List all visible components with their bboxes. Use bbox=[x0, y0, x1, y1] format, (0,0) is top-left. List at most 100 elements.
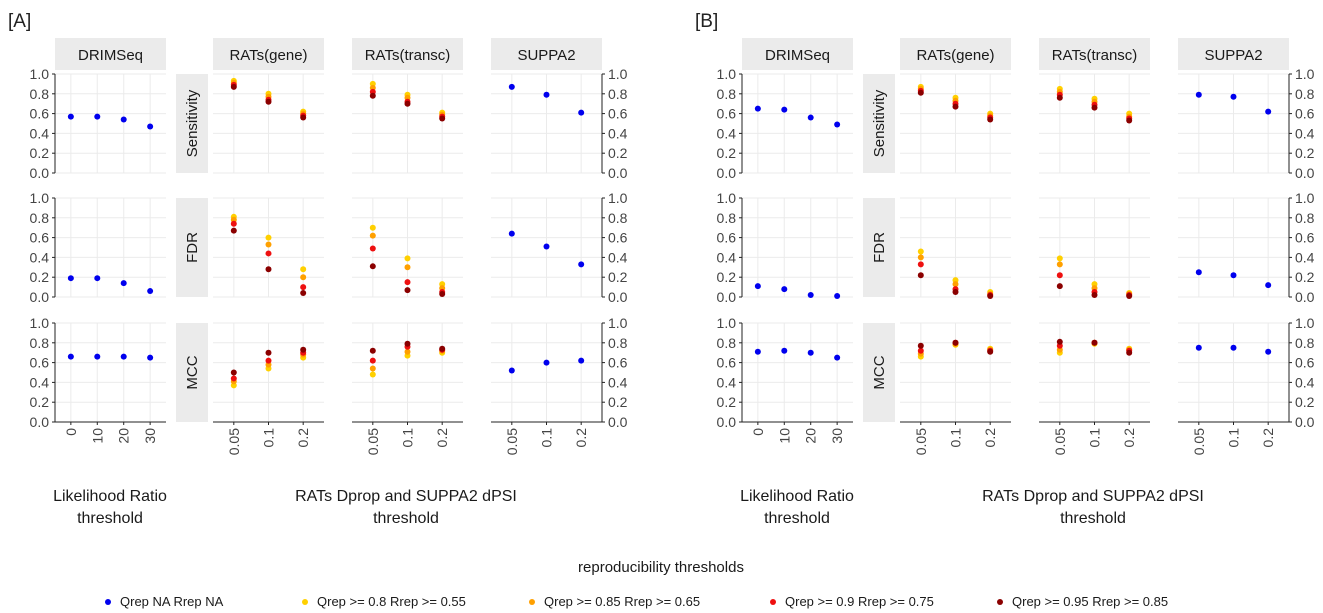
legend-item-r085: Qrep >= 0.85 Rrep >= 0.65 bbox=[529, 594, 700, 609]
x-axis-title: threshold bbox=[77, 510, 143, 527]
data-point bbox=[543, 359, 550, 366]
legend-label: Qrep >= 0.85 Rrep >= 0.65 bbox=[544, 594, 700, 609]
data-point bbox=[369, 92, 376, 99]
x-axis-title: threshold bbox=[764, 510, 830, 527]
data-point bbox=[265, 234, 272, 241]
data-point bbox=[917, 272, 924, 279]
data-point bbox=[230, 227, 237, 234]
data-point bbox=[578, 109, 585, 116]
y-tick-label: 1.0 bbox=[30, 190, 50, 206]
x-tick-label: 0.1 bbox=[539, 428, 555, 448]
y-tick-label: 1.0 bbox=[717, 315, 737, 331]
x-tick-label: 30 bbox=[829, 428, 845, 444]
data-point bbox=[265, 98, 272, 105]
panel-label: [B] bbox=[695, 11, 718, 32]
x-axis-title: Likelihood Ratio bbox=[740, 488, 854, 505]
data-point bbox=[369, 263, 376, 270]
data-point bbox=[508, 230, 515, 237]
data-point bbox=[781, 286, 788, 293]
data-point bbox=[300, 290, 307, 297]
data-point bbox=[300, 346, 307, 353]
x-tick-label: 0.2 bbox=[1121, 428, 1137, 448]
x-tick-label: 0.05 bbox=[1052, 428, 1068, 455]
data-point bbox=[781, 106, 788, 113]
row-strip bbox=[863, 323, 895, 422]
data-point bbox=[917, 347, 924, 354]
data-point bbox=[120, 353, 127, 360]
row-strip-label: FDR bbox=[184, 232, 201, 263]
column-strip-label: RATs(transc) bbox=[365, 47, 451, 64]
data-point bbox=[1265, 108, 1272, 115]
y-tick-label: 0.2 bbox=[717, 145, 737, 161]
y-tick-label: 0.2 bbox=[1295, 394, 1315, 410]
data-point bbox=[369, 347, 376, 354]
y-tick-label: 0.2 bbox=[608, 394, 628, 410]
y-tick-label: 1.0 bbox=[717, 66, 737, 82]
y-tick-label: 1.0 bbox=[608, 315, 628, 331]
y-tick-label: 0.6 bbox=[1295, 355, 1315, 371]
y-tick-label: 0.0 bbox=[608, 289, 628, 305]
y-tick-label: 0.0 bbox=[30, 165, 50, 181]
data-point bbox=[1265, 282, 1272, 289]
y-tick-label: 0.4 bbox=[1295, 374, 1315, 390]
data-point bbox=[404, 279, 411, 286]
data-point bbox=[230, 83, 237, 90]
data-point bbox=[952, 289, 959, 296]
data-point bbox=[834, 293, 841, 300]
data-point bbox=[404, 255, 411, 262]
data-point bbox=[543, 91, 550, 98]
data-point bbox=[917, 248, 924, 255]
data-point bbox=[265, 241, 272, 248]
y-tick-label: 0.6 bbox=[608, 106, 628, 122]
y-tick-label: 0.8 bbox=[608, 210, 628, 226]
data-point bbox=[1230, 344, 1237, 351]
row-strip bbox=[176, 74, 208, 173]
x-tick-label: 0.1 bbox=[1087, 428, 1103, 448]
data-point bbox=[917, 254, 924, 261]
data-point bbox=[1056, 94, 1063, 101]
x-tick-label: 10 bbox=[89, 428, 105, 444]
data-point bbox=[67, 113, 74, 120]
data-point bbox=[369, 245, 376, 252]
data-point bbox=[230, 375, 237, 382]
row-strip bbox=[176, 323, 208, 422]
legend-key bbox=[529, 599, 535, 605]
data-point bbox=[1056, 283, 1063, 290]
x-tick-label: 0 bbox=[750, 428, 766, 436]
data-point bbox=[807, 114, 814, 121]
data-point bbox=[404, 340, 411, 347]
y-tick-label: 1.0 bbox=[1295, 190, 1315, 206]
data-point bbox=[120, 280, 127, 287]
x-tick-label: 0.1 bbox=[261, 428, 277, 448]
y-tick-label: 0.6 bbox=[717, 355, 737, 371]
y-tick-label: 0.0 bbox=[717, 414, 737, 430]
legend-title: reproducibility thresholds bbox=[578, 559, 744, 576]
y-tick-label: 1.0 bbox=[1295, 315, 1315, 331]
y-tick-label: 0.0 bbox=[1295, 289, 1315, 305]
data-point bbox=[578, 261, 585, 268]
data-point bbox=[1126, 117, 1133, 124]
y-tick-label: 0.8 bbox=[608, 86, 628, 102]
y-tick-label: 0.6 bbox=[608, 355, 628, 371]
y-tick-label: 0.4 bbox=[30, 249, 50, 265]
y-tick-label: 0.2 bbox=[1295, 145, 1315, 161]
data-point bbox=[230, 369, 237, 376]
y-tick-label: 0.0 bbox=[717, 289, 737, 305]
data-point bbox=[404, 287, 411, 294]
x-tick-label: 0.1 bbox=[1226, 428, 1242, 448]
x-tick-label: 10 bbox=[776, 428, 792, 444]
legend-item-r090: Qrep >= 0.9 Rrep >= 0.75 bbox=[770, 594, 934, 609]
data-point bbox=[404, 100, 411, 107]
data-point bbox=[94, 113, 101, 120]
y-tick-label: 0.2 bbox=[608, 145, 628, 161]
y-tick-label: 0.6 bbox=[1295, 106, 1315, 122]
data-point bbox=[1056, 261, 1063, 268]
panel-a: [A] DRIMSeq RATs(gene) RATs(transc) SUPPA2 Se… bbox=[8, 11, 628, 527]
legend-item-r080: Qrep >= 0.8 Rrep >= 0.55 bbox=[302, 594, 466, 609]
data-point bbox=[807, 349, 814, 356]
legend-item-NA: Qrep NA Rrep NA bbox=[105, 594, 224, 609]
column-strip-label: RATs(gene) bbox=[916, 47, 994, 64]
data-point bbox=[404, 264, 411, 271]
y-tick-label: 0.8 bbox=[30, 86, 50, 102]
